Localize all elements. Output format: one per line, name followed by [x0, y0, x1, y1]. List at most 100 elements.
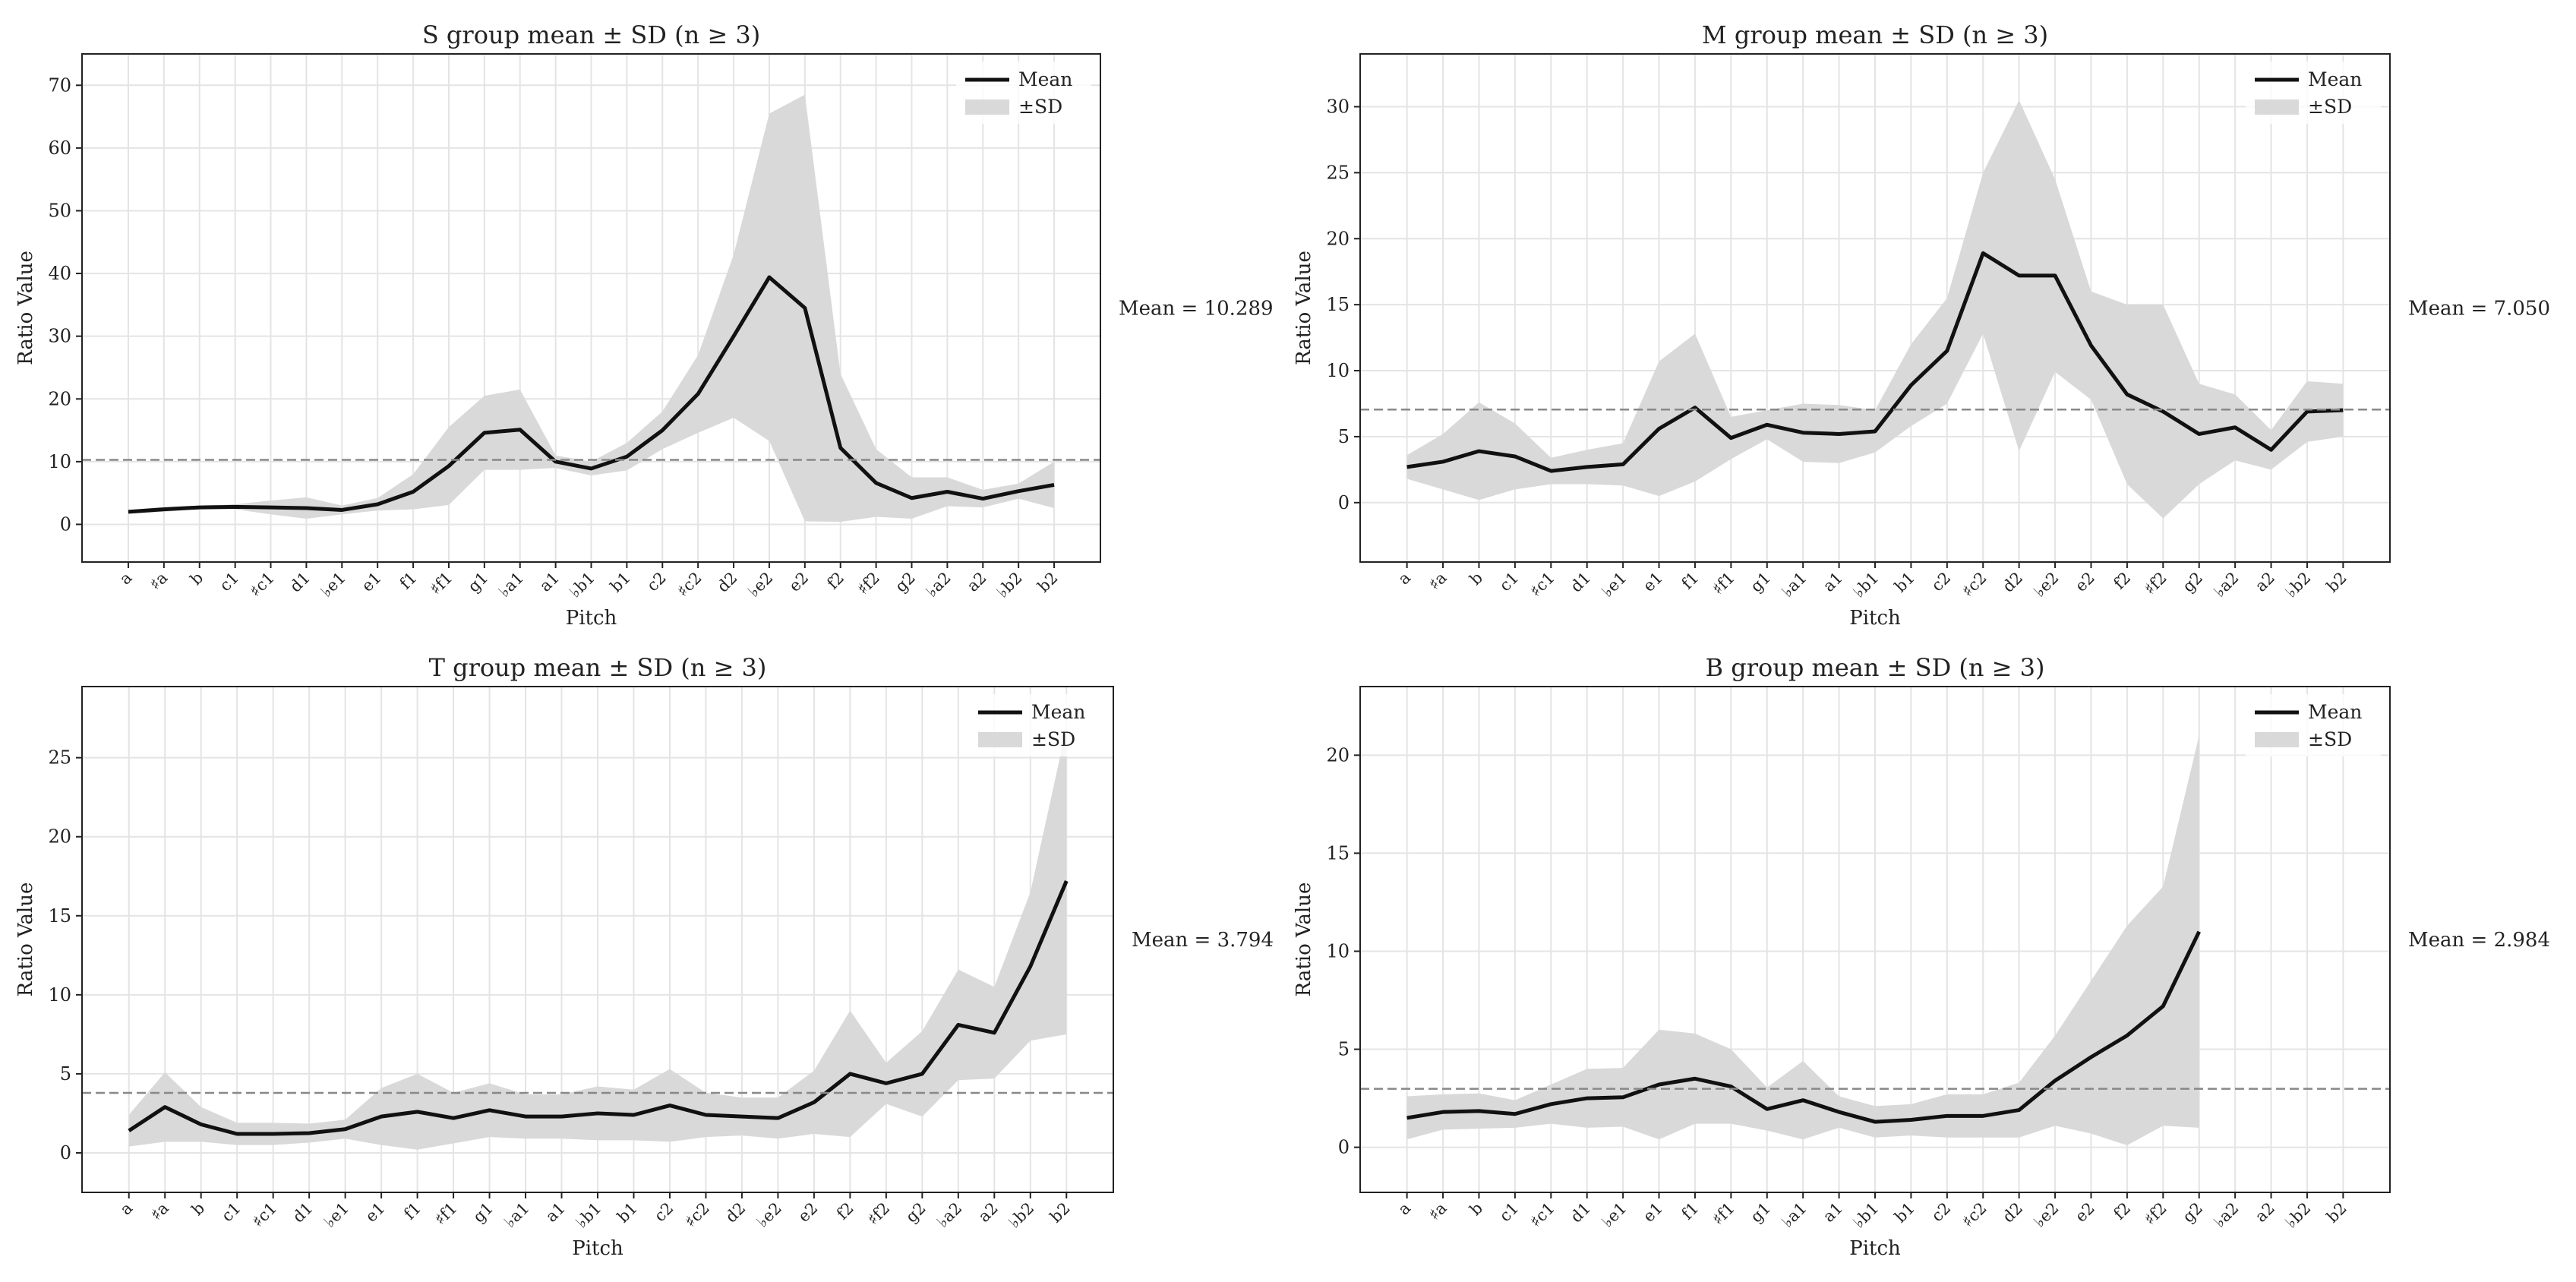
y-tick-label: 40 [48, 263, 71, 284]
x-tick-label: d1 [1567, 1199, 1594, 1227]
x-tick-label: c1 [216, 569, 242, 595]
y-tick-label: 30 [48, 326, 71, 347]
x-tick-label: ♯c1 [1526, 1199, 1558, 1231]
legend-label: ±SD [1031, 728, 1075, 750]
x-tick-label: ♭a2 [923, 569, 955, 601]
x-tick-label: c1 [1496, 1199, 1523, 1226]
y-tick-label: 20 [1326, 228, 1350, 249]
x-tick-label: b1 [614, 1199, 641, 1227]
x-tick-label: ♭a1 [1778, 1199, 1810, 1231]
x-tick-label: ♭b2 [2282, 569, 2315, 602]
x-tick-label: e1 [361, 1199, 388, 1226]
x-tick-label: e1 [1640, 1199, 1666, 1226]
y-tick-label: 0 [60, 513, 71, 535]
y-tick-label: 10 [48, 984, 71, 1006]
x-tick-label: b1 [1891, 569, 1918, 596]
y-tick-label: 5 [1338, 1039, 1350, 1060]
y-tick-label: 50 [48, 200, 71, 221]
subplot: Mean = 7.050 0 5 10 15 20 25 30 a ♯a b c1 ♯c1 d1 ♭e1 e1… [1293, 21, 2550, 630]
x-tick-label: ♭e2 [2030, 1199, 2062, 1231]
mean-annotation: Mean = 3.794 [1132, 929, 1274, 952]
legend-label: Mean [2308, 68, 2362, 90]
x-tick-label: g1 [1747, 1199, 1774, 1227]
legend-label: Mean [1031, 701, 1085, 723]
x-tick-label: b1 [1891, 1199, 1918, 1227]
legend-label: ±SD [2308, 728, 2352, 750]
y-axis-label: Ratio Value [1293, 883, 1315, 997]
x-tick-label: b [1466, 1199, 1486, 1219]
y-tick-label: 70 [48, 74, 71, 96]
x-tick-label: ♯f1 [426, 569, 456, 598]
x-axis-label: Pitch [572, 1237, 623, 1260]
x-tick-label: ♯c1 [248, 1199, 280, 1231]
x-tick-label: g2 [2179, 1199, 2206, 1227]
x-tick-label: ♭e1 [320, 1199, 352, 1231]
x-axis-label: Pitch [1849, 607, 1901, 630]
x-tick-label: ♭b2 [2282, 1199, 2315, 1232]
sd-band [1406, 735, 2199, 1146]
x-tick-label: f1 [1678, 569, 1703, 593]
mean-annotation: Mean = 2.984 [2408, 929, 2550, 952]
x-tick-label: f2 [823, 569, 848, 593]
x-tick-label: ♯a [1425, 1199, 1451, 1224]
legend-band-swatch [978, 732, 1022, 747]
x-tick-label: ♯f1 [1709, 1199, 1738, 1229]
legend-label: Mean [2308, 701, 2362, 723]
x-tick-label: ♭a2 [2210, 1199, 2242, 1231]
x-tick-label: c1 [218, 1199, 245, 1226]
y-tick-label: 5 [1338, 426, 1350, 447]
x-tick-label: ♯f1 [1709, 569, 1738, 598]
y-tick-label: 5 [60, 1063, 71, 1085]
x-tick-label: d1 [286, 569, 314, 596]
sd-band [128, 728, 1067, 1150]
x-tick-label: a2 [975, 1199, 1002, 1226]
x-tick-label: ♭a2 [933, 1199, 965, 1231]
x-tick-label: ♭b1 [1850, 569, 1883, 602]
x-tick-label: g1 [464, 569, 491, 596]
x-tick-label: a1 [542, 1199, 569, 1226]
x-tick-label: d1 [1567, 569, 1594, 596]
y-tick-label: 15 [1326, 294, 1350, 315]
x-tick-label: g1 [469, 1199, 497, 1227]
x-tick-label: ♭a1 [495, 569, 527, 601]
x-tick-label: e2 [2072, 569, 2098, 595]
x-tick-label: d2 [722, 1199, 750, 1227]
y-tick-label: 25 [1326, 162, 1350, 183]
x-tick-label: g2 [902, 1199, 930, 1227]
mean-line [1406, 930, 2201, 1124]
y-axis-label: Ratio Value [1293, 251, 1315, 365]
y-tick-label: 15 [48, 905, 71, 927]
y-tick-label: 0 [1338, 1137, 1350, 1158]
y-tick-label: 15 [1326, 842, 1350, 864]
x-tick-label: g2 [2179, 569, 2206, 596]
x-tick-label: ♯c1 [1526, 569, 1558, 601]
x-tick-label: e2 [785, 569, 812, 595]
x-tick-label: b [188, 1199, 208, 1219]
y-tick-label: 10 [48, 451, 71, 472]
x-tick-label: e2 [2072, 1199, 2098, 1226]
x-tick-label: f1 [1678, 1199, 1703, 1224]
mean-annotation: Mean = 7.050 [2408, 298, 2550, 320]
sd-band [1406, 99, 2344, 519]
x-tick-label: b2 [1046, 1199, 1074, 1227]
x-tick-label: ♯a [146, 569, 171, 594]
x-tick-label: b [1466, 569, 1486, 589]
x-tick-label: ♭b2 [1005, 1199, 1037, 1232]
x-tick-label: f1 [400, 1199, 425, 1224]
x-tick-label: ♯f2 [2141, 569, 2170, 598]
x-tick-label: c2 [1928, 1199, 1955, 1226]
x-tick-label: ♯f1 [431, 1199, 461, 1229]
x-tick-label: ♯f2 [854, 569, 883, 598]
y-tick-label: 0 [1338, 492, 1350, 513]
y-tick-label: 10 [1326, 360, 1350, 381]
x-tick-label: ♯a [1425, 569, 1451, 594]
x-tick-label: c2 [651, 1199, 677, 1226]
x-tick-label: ♭a1 [500, 1199, 532, 1231]
y-tick-label: 25 [48, 747, 71, 769]
x-tick-label: a2 [2252, 1199, 2278, 1226]
x-tick-label: d2 [1999, 1199, 2026, 1227]
